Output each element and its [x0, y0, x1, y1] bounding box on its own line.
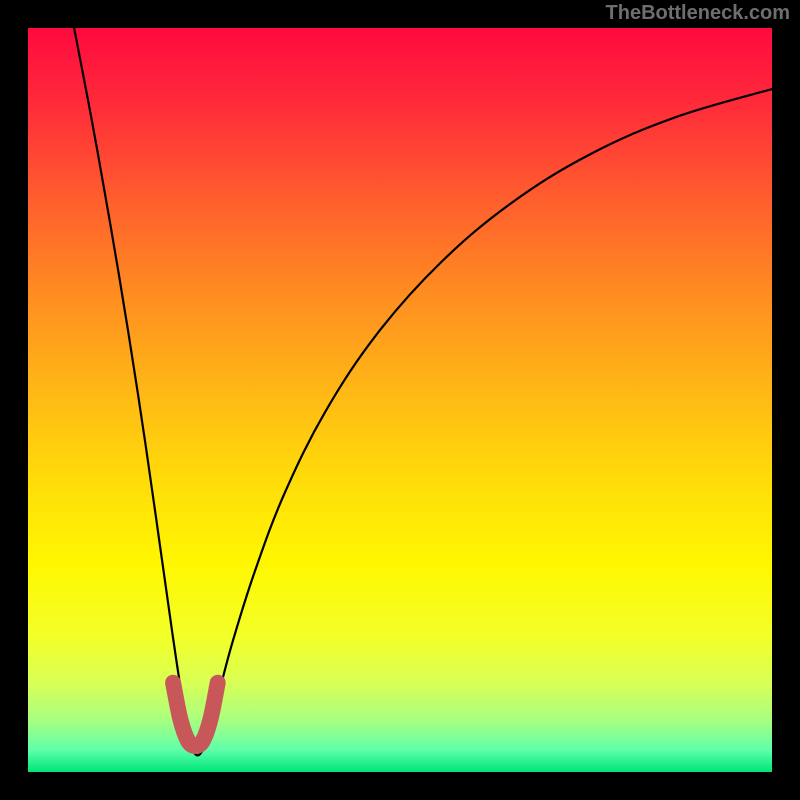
bottleneck-chart: [0, 0, 800, 800]
watermark-text: TheBottleneck.com: [606, 2, 790, 25]
chart-frame: TheBottleneck.com: [0, 0, 800, 800]
